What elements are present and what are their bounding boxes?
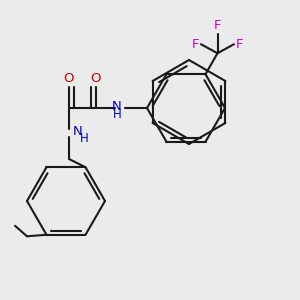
Text: O: O [91,72,101,85]
Text: H: H [113,108,122,121]
Text: F: F [214,19,221,32]
Text: N: N [112,100,122,113]
Text: F: F [236,38,243,51]
Text: F: F [192,38,200,51]
Text: O: O [64,72,74,85]
Text: N: N [73,125,82,139]
Text: H: H [80,131,88,145]
